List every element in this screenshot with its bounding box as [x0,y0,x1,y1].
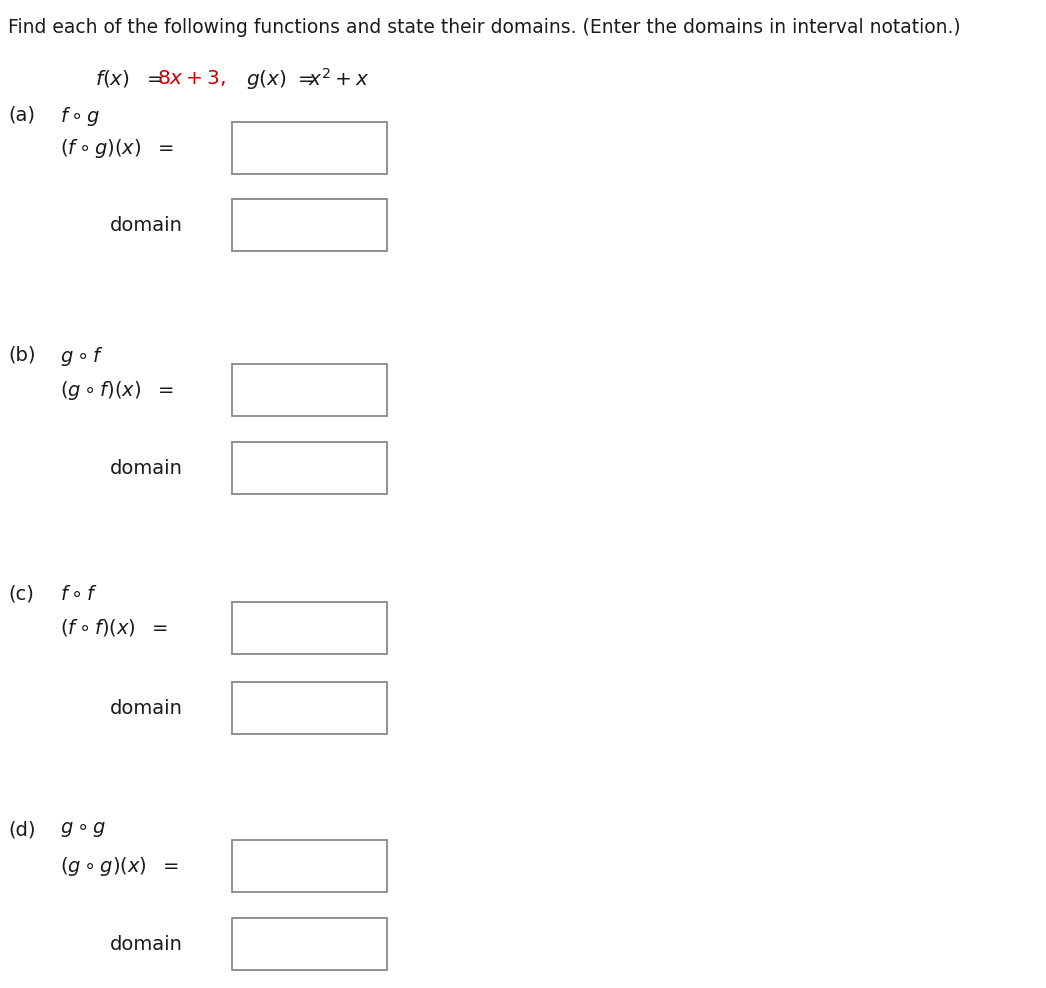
Text: $=$: $=$ [294,68,315,87]
Bar [232,442,387,494]
Text: $8x + 3,$: $8x + 3,$ [157,68,226,88]
Text: Find each of the following functions and state their domains. (Enter the domains: Find each of the following functions and… [8,18,960,37]
Text: $f \circ f$: $f \circ f$ [60,585,98,604]
Text: domain: domain [110,699,183,717]
Text: domain: domain [110,458,183,477]
Text: domain: domain [110,215,183,234]
Text: $f(x)$: $f(x)$ [95,68,130,89]
Text: $f \circ g$: $f \circ g$ [60,105,100,128]
Text: $(g \circ g)(x)\ \ =$: $(g \circ g)(x)\ \ =$ [60,855,179,877]
Text: $(f \circ g)(x)\ \ =$: $(f \circ g)(x)\ \ =$ [60,136,174,159]
Bar [232,682,387,734]
Bar [232,918,387,970]
Text: domain: domain [110,935,183,953]
Bar [232,122,387,174]
Bar [232,364,387,416]
Text: $=$: $=$ [143,68,163,87]
Text: $x^2 + x$: $x^2 + x$ [308,68,369,90]
Text: $(g \circ f)(x)\ \ =$: $(g \circ f)(x)\ \ =$ [60,378,174,401]
Text: (b): (b) [8,345,36,364]
Text: $g \circ g$: $g \circ g$ [60,820,106,839]
Text: (d): (d) [8,820,36,839]
Text: (a): (a) [8,105,35,124]
Bar [232,199,387,251]
Text: (c): (c) [8,585,33,604]
Text: $(f \circ f)(x)\ \ =$: $(f \circ f)(x)\ \ =$ [60,618,168,638]
Text: $g \circ f$: $g \circ f$ [60,345,104,368]
Bar [232,840,387,892]
Text: $g(x)$: $g(x)$ [246,68,287,91]
Bar [232,602,387,654]
